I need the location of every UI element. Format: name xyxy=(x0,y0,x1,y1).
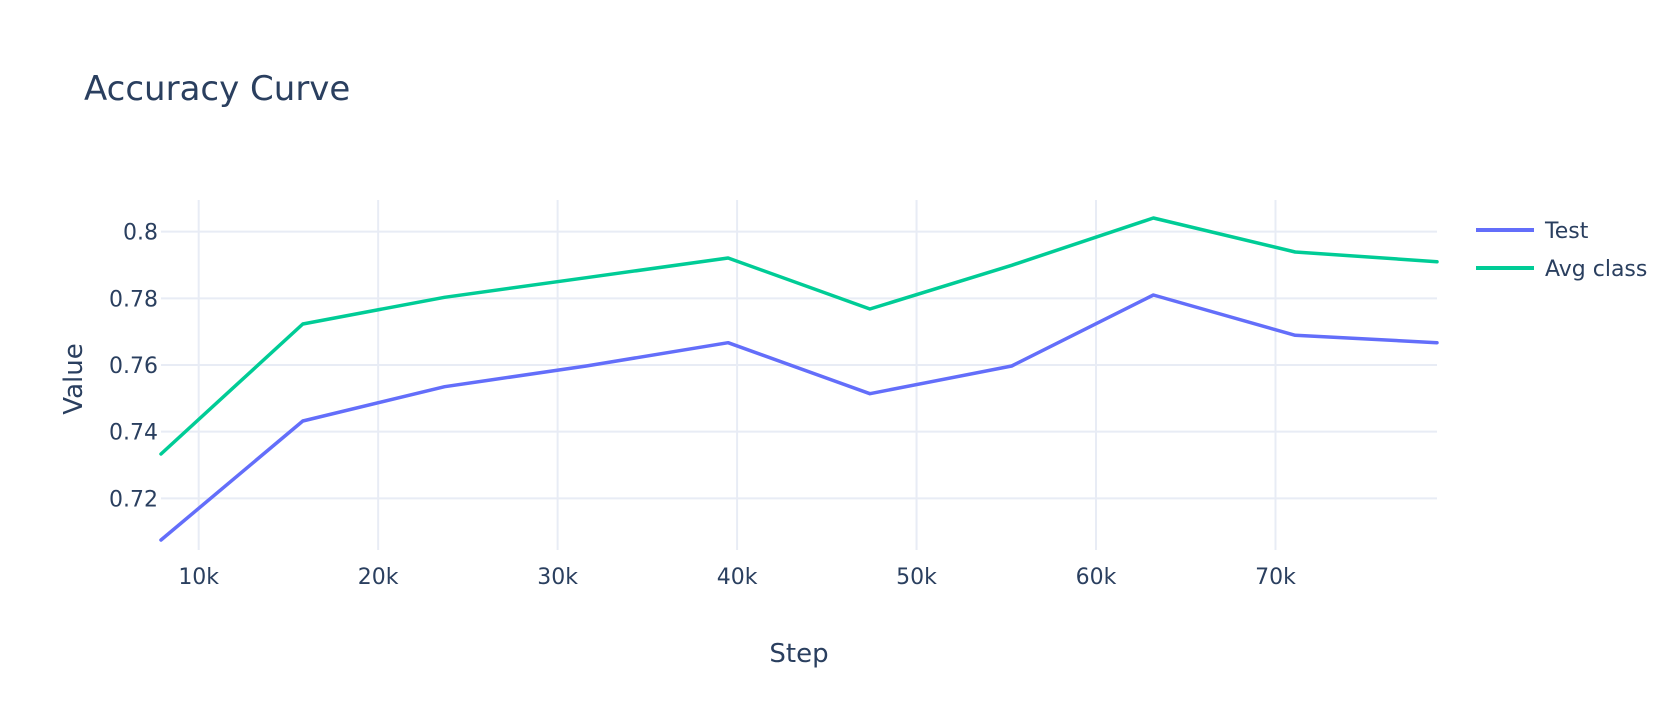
grid xyxy=(161,200,1437,550)
x-tick-label: 10k xyxy=(178,565,219,590)
y-axis-title: Value xyxy=(59,343,89,414)
x-tick-label: 30k xyxy=(537,565,578,590)
series-line-avg-class xyxy=(159,216,1439,456)
legend-label-avg-class[interactable]: Avg class xyxy=(1545,257,1647,282)
series-lines xyxy=(159,216,1439,542)
y-tick-label: 0.74 xyxy=(109,421,158,446)
y-axis-ticks: 0.72 0.74 0.76 0.78 0.8 xyxy=(109,221,158,513)
x-axis-ticks: 10k 20k 30k 40k 50k 60k 70k xyxy=(178,565,1296,590)
legend-label-test[interactable]: Test xyxy=(1544,219,1589,244)
series-line-test xyxy=(159,293,1439,542)
y-tick-label: 0.72 xyxy=(109,487,158,512)
y-tick-label: 0.78 xyxy=(109,287,158,312)
x-tick-label: 40k xyxy=(717,565,758,590)
chart-title: Accuracy Curve xyxy=(84,69,350,109)
y-tick-label: 0.76 xyxy=(109,354,158,379)
x-tick-label: 70k xyxy=(1255,565,1296,590)
x-tick-label: 20k xyxy=(358,565,399,590)
x-tick-label: 50k xyxy=(896,565,937,590)
y-tick-label: 0.8 xyxy=(123,221,158,246)
legend: Test Avg class xyxy=(1476,219,1647,282)
x-axis-title: Step xyxy=(769,639,828,669)
x-tick-label: 60k xyxy=(1076,565,1117,590)
